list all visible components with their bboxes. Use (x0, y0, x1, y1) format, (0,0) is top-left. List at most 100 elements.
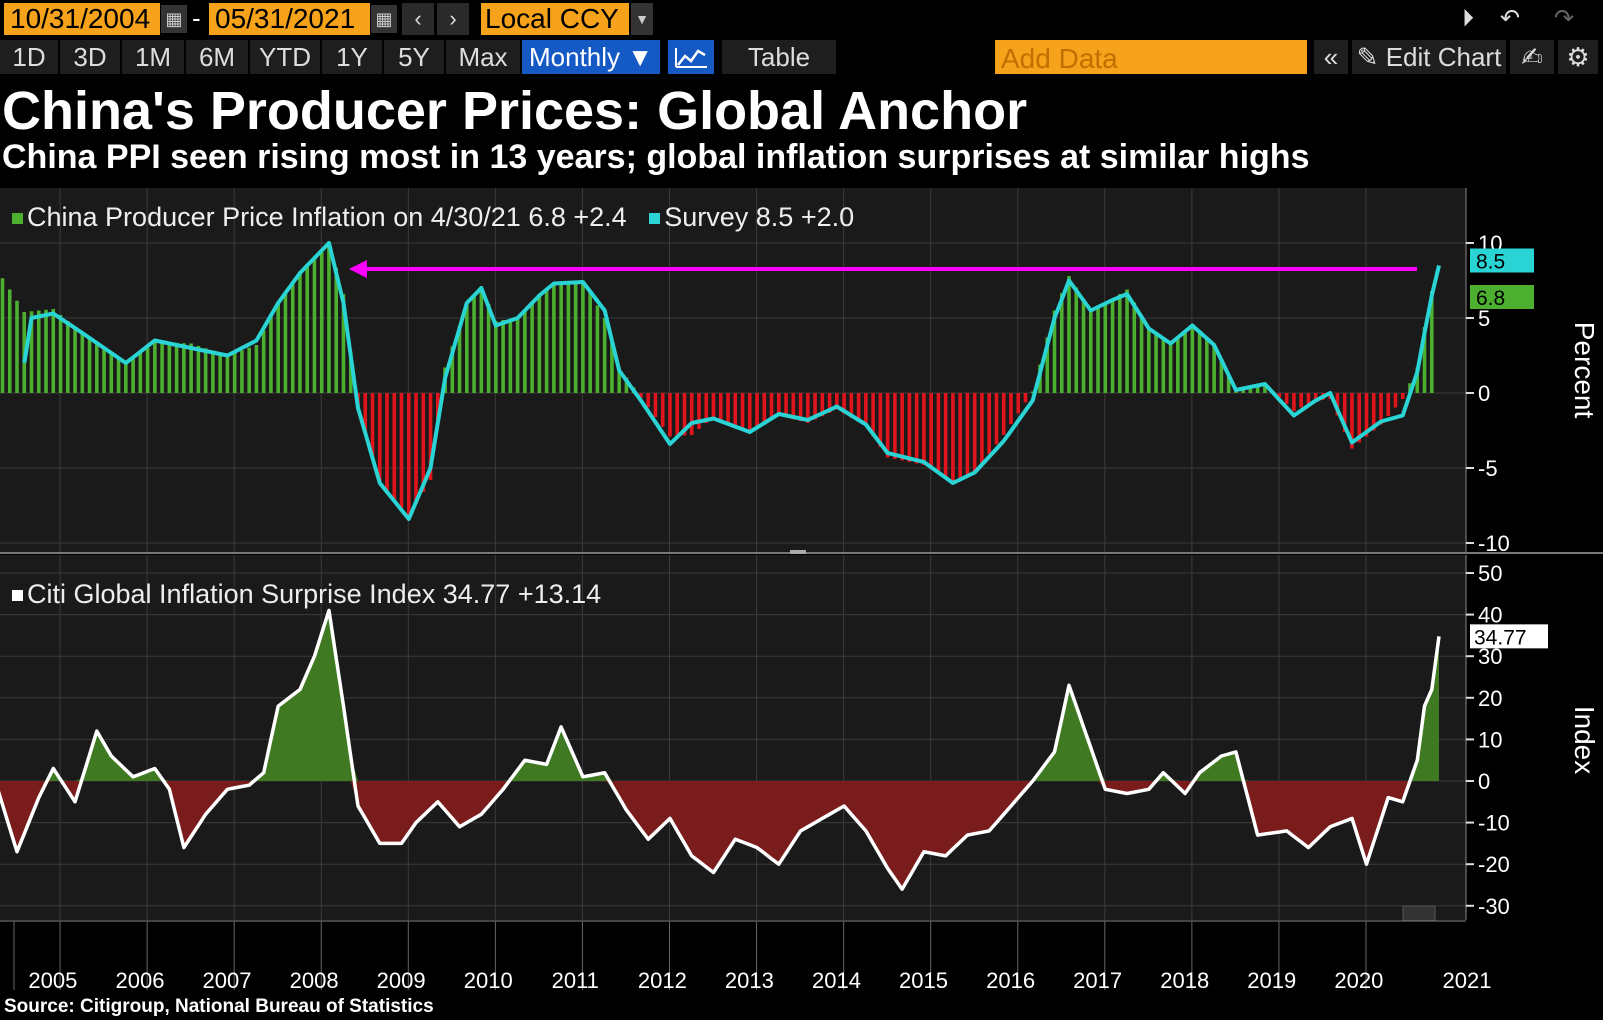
range-toolbar: 1D 3D 1M 6M YTD 1Y 5Y Max Monthly ▼ Tabl… (0, 38, 1603, 76)
ppi-bar (269, 316, 273, 393)
collapse-icon[interactable]: « (1314, 40, 1348, 74)
citi-plot-background (0, 555, 1466, 920)
ppi-bar (718, 393, 723, 421)
ppi-bar (523, 310, 527, 393)
ppi-last-label: 8.5 (1476, 251, 1505, 274)
ppi-bar (798, 393, 803, 422)
ppi-bar (15, 300, 19, 393)
table-button[interactable]: Table (722, 40, 836, 74)
ppi-bar (1117, 294, 1122, 393)
citi-y-tick-label: -20 (1478, 852, 1510, 877)
range-1y[interactable]: 1Y (322, 40, 382, 74)
ppi-bar (951, 393, 955, 482)
ppi-bar (1277, 393, 1282, 398)
ppi-bar (740, 393, 745, 431)
x-year-label: 2012 (638, 968, 687, 993)
ppi-bar (1313, 393, 1318, 401)
ppi-bar (827, 393, 832, 413)
ppi-bar (871, 393, 875, 437)
ppi-bar (1016, 393, 1021, 414)
ppi-bar (914, 393, 919, 464)
ppi-bar (370, 393, 375, 459)
survey-line (22, 241, 1441, 521)
redo-icon[interactable]: ↷ (1553, 5, 1575, 32)
ppi-bar (189, 343, 193, 393)
line-chart-icon[interactable] (668, 40, 714, 74)
x-axis-background (0, 921, 1603, 991)
undo-icon[interactable]: ↶ (1499, 5, 1521, 32)
ppi-bar (646, 393, 651, 408)
ppi-bar (1263, 384, 1267, 393)
ppi-bar (610, 342, 614, 393)
currency-select[interactable]: Local CCY (481, 3, 629, 35)
x-year-label: 2009 (377, 968, 426, 993)
ppi-bar (1299, 393, 1303, 408)
annotate-icon[interactable]: ✍ (1510, 40, 1554, 74)
end-calendar-icon[interactable]: ▦ (371, 5, 397, 33)
range-6m[interactable]: 6M (186, 40, 248, 74)
max-arrow-head (348, 260, 367, 278)
citi-y-tick-label: -30 (1478, 894, 1510, 919)
ppi-bar (232, 352, 237, 393)
citi-y-tick-label: 50 (1478, 561, 1502, 586)
ppi-bar (1400, 393, 1405, 399)
currency-dropdown-icon[interactable]: ▼ (631, 3, 653, 35)
ppi-bar (363, 393, 368, 434)
range-1d[interactable]: 1D (0, 40, 58, 74)
ppi-legend: China Producer Price Inflation on 4/30/2… (12, 202, 854, 233)
ppi-bar (102, 348, 106, 393)
chevron-right-icon[interactable]: › (437, 3, 469, 35)
gear-icon[interactable]: ⚙ (1558, 40, 1598, 74)
ppi-bar (1292, 393, 1296, 411)
ppi-legend-name: China Producer Price Inflation on 4/30/2… (27, 202, 521, 232)
ppi-bar (653, 393, 658, 417)
ppi-last-label-box (1470, 248, 1534, 273)
ppi-bar (80, 333, 85, 393)
ppi-bar (174, 342, 179, 393)
survey-legend-change: +2.0 (800, 202, 855, 232)
ppi-bar (276, 301, 280, 393)
ppi-bar (1154, 333, 1158, 393)
ppi-bar (856, 393, 861, 422)
ppi-bar (465, 304, 469, 393)
ppi-legend-change: +2.4 (573, 202, 627, 232)
range-1m[interactable]: 1M (122, 40, 184, 74)
ppi-bar (791, 393, 796, 420)
ppi-bar (639, 393, 643, 398)
ppi-bar (907, 393, 912, 462)
ppi-bar (472, 295, 476, 393)
add-data-input[interactable]: Add Data (995, 40, 1307, 74)
range-max[interactable]: Max (446, 40, 520, 74)
ppi-bar (124, 364, 128, 393)
end-date-input[interactable]: 05/31/2021 (209, 3, 370, 35)
ppi-bar (936, 393, 941, 474)
frequency-select[interactable]: Monthly ▼ (522, 40, 660, 74)
citi-legend: Citi Global Inflation Surprise Index 34.… (12, 579, 601, 610)
ppi-bar (211, 350, 215, 393)
citi-legend-value: 34.77 (442, 579, 511, 609)
ppi-bar (697, 393, 701, 429)
ppi-bar (1284, 393, 1289, 405)
chevron-left-icon[interactable]: ‹ (402, 3, 434, 35)
play-icon[interactable]: ⏵ (1462, 5, 1474, 32)
ppi-bar (1067, 276, 1071, 393)
edit-chart-button[interactable]: ✎ Edit Chart (1352, 40, 1506, 74)
source-note: Source: Citigroup, National Bureau of St… (4, 996, 434, 1017)
ppi-bar (900, 393, 904, 461)
ppi-bar (1350, 393, 1354, 449)
ppi-bar (515, 318, 520, 393)
start-calendar-icon[interactable]: ▦ (161, 5, 187, 33)
ppi-bar (566, 282, 571, 393)
ppi-bar (813, 393, 817, 420)
ppi-bar (762, 393, 767, 425)
start-date-input[interactable]: 10/31/2004 (4, 3, 160, 35)
range-ytd[interactable]: YTD (250, 40, 320, 74)
ppi-bar (1212, 343, 1216, 393)
ppi-bar (806, 393, 810, 423)
ppi-bar (73, 327, 77, 393)
ppi-bar (1147, 328, 1151, 393)
ppi-bar (305, 264, 310, 393)
range-3d[interactable]: 3D (60, 40, 120, 74)
range-5y[interactable]: 5Y (384, 40, 444, 74)
ppi-bar (675, 393, 680, 436)
